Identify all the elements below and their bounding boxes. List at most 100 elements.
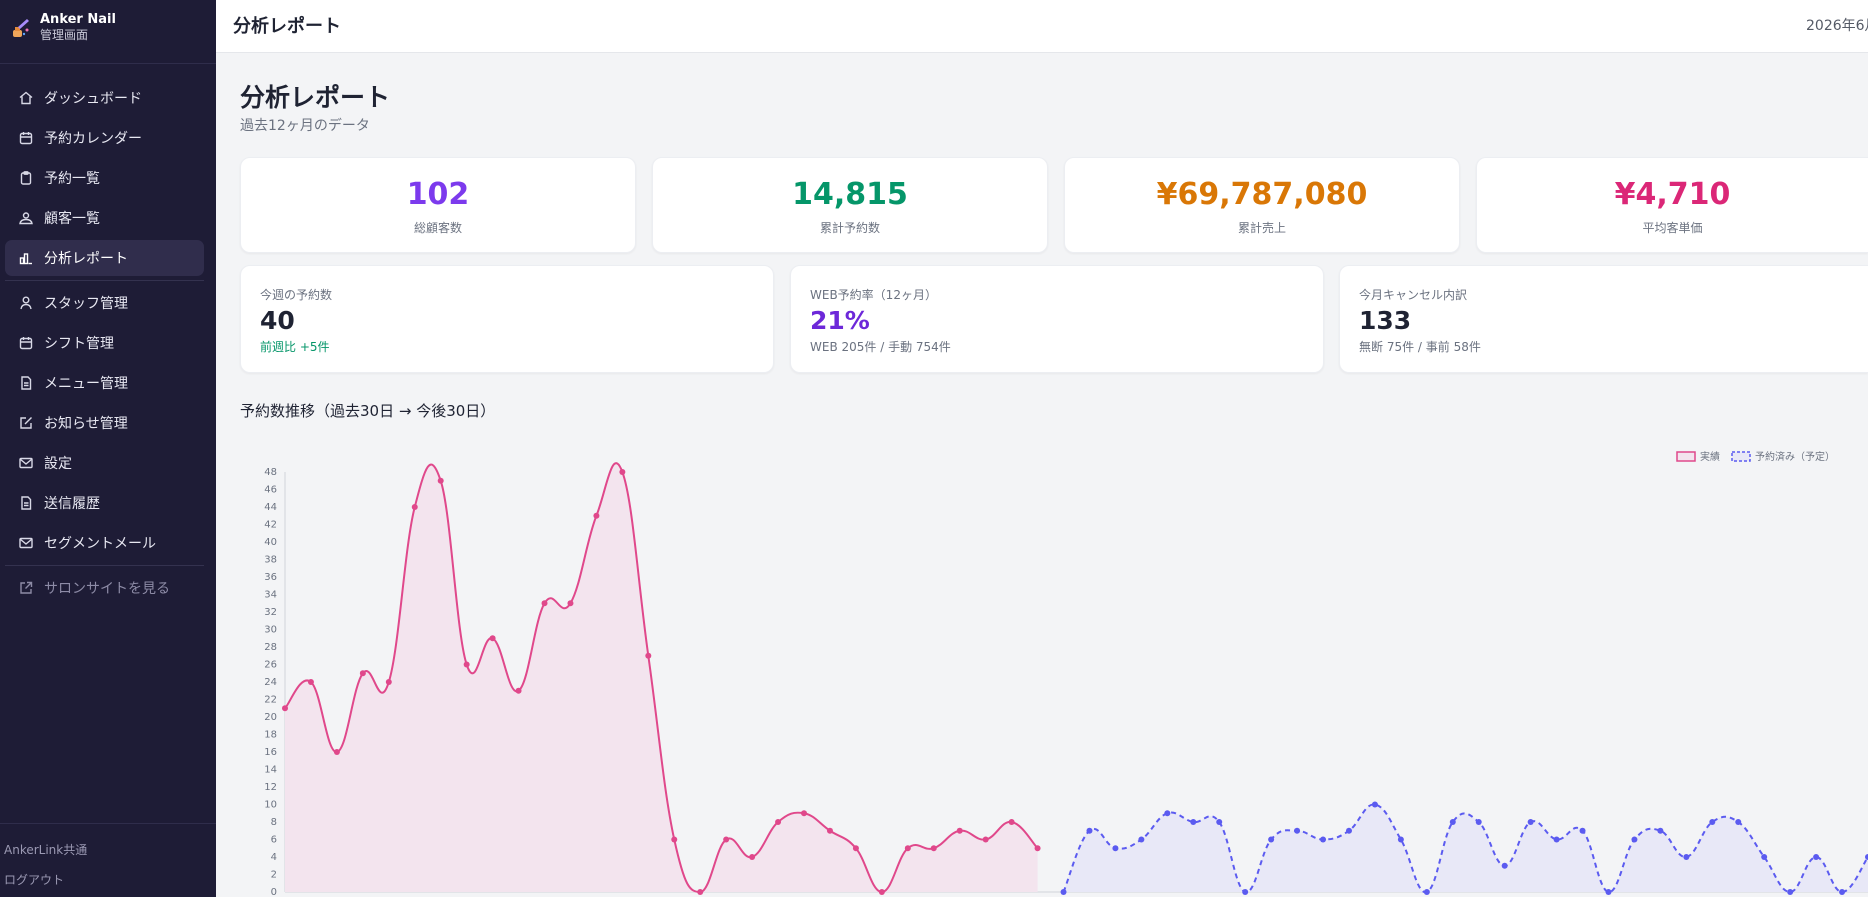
shared-link[interactable]: AnkerLink共通 — [4, 843, 88, 857]
sidebar-item-label: 顧客一覧 — [44, 211, 100, 227]
sidebar-item-send-history[interactable]: 送信履歴 — [5, 485, 204, 521]
data-point — [1839, 889, 1846, 895]
legend-swatch — [1676, 451, 1696, 462]
data-point — [333, 749, 340, 755]
sidebar-item-segment-mail[interactable]: セグメントメール — [5, 525, 204, 561]
data-point — [826, 827, 833, 834]
y-tick-label: 14 — [264, 765, 277, 776]
data-point — [1553, 836, 1560, 843]
sidebar-item-salon-site[interactable]: サロンサイトを見る — [5, 570, 204, 606]
y-tick-label: 20 — [264, 712, 277, 723]
y-tick-label: 48 — [264, 467, 277, 478]
y-tick-label: 40 — [264, 537, 277, 548]
data-point — [1475, 819, 1482, 825]
sidebar-item-settings[interactable]: 設定 — [5, 445, 204, 481]
stat-label: 平均客単価 — [1642, 221, 1703, 235]
data-point — [1086, 827, 1093, 834]
data-point — [1034, 845, 1041, 852]
divider — [0, 63, 216, 64]
y-tick-label: 46 — [264, 485, 277, 496]
data-point — [437, 477, 444, 484]
data-point — [904, 845, 911, 852]
info-value: 133 — [1359, 306, 1412, 335]
data-point — [1865, 854, 1868, 860]
sidebar-item-news[interactable]: お知らせ管理 — [5, 405, 204, 441]
external-link-icon — [20, 581, 33, 594]
info-card-web-rate: WEB予約率（12ヶ月） 21% WEB 205件 / 手動 754件 — [790, 265, 1324, 373]
sidebar-item-calendar[interactable]: 予約カレンダー — [5, 120, 204, 156]
data-point — [1579, 827, 1586, 834]
stat-value: 102 — [406, 177, 470, 212]
logout-link[interactable]: ログアウト — [4, 873, 65, 887]
document-icon — [21, 376, 32, 390]
legend-label: 実績 — [1700, 450, 1720, 463]
data-point — [307, 679, 314, 685]
data-point — [878, 889, 885, 895]
users-icon — [19, 212, 33, 225]
data-point — [956, 827, 963, 834]
y-tick-label: 8 — [271, 817, 277, 828]
topbar-date: 2026年6月 — [1806, 18, 1868, 34]
sidebar-item-staff[interactable]: スタッフ管理 — [5, 285, 204, 321]
data-point — [1527, 819, 1534, 825]
info-note: 前週比 +5件 — [260, 340, 330, 354]
stat-value: ¥4,710 — [1614, 177, 1731, 212]
mail-icon — [19, 457, 33, 469]
data-point — [463, 661, 470, 668]
sidebar-item-shifts[interactable]: シフト管理 — [5, 325, 204, 361]
y-tick-label: 38 — [264, 555, 277, 566]
clipboard-icon — [20, 171, 32, 185]
sidebar-item-reservations[interactable]: 予約一覧 — [5, 160, 204, 196]
sidebar-item-dashboard[interactable]: ダッシュボード — [5, 80, 204, 116]
y-tick-label: 44 — [264, 502, 277, 513]
data-point — [1397, 836, 1404, 843]
chart-title: 予約数推移（過去30日 → 今後30日） — [240, 402, 496, 420]
sidebar-item-analytics[interactable]: 分析レポート — [5, 240, 204, 276]
data-point — [411, 504, 418, 510]
data-point — [852, 845, 859, 852]
sidebar-item-customers[interactable]: 顧客一覧 — [5, 200, 204, 236]
divider — [5, 280, 204, 281]
y-tick-label: 0 — [271, 887, 277, 897]
data-point — [749, 854, 756, 860]
data-point — [982, 836, 989, 843]
stat-card-avg-price: ¥4,710 平均客単価 — [1476, 157, 1868, 253]
y-tick-label: 30 — [264, 625, 277, 636]
y-tick-label: 16 — [264, 747, 277, 758]
data-point — [1112, 845, 1119, 852]
brand[interactable]: Anker Nail 管理画面 — [10, 12, 116, 43]
calendar-icon — [19, 337, 33, 350]
data-point — [1242, 889, 1249, 895]
data-point — [1449, 819, 1456, 825]
data-point — [1345, 827, 1352, 834]
data-point — [1761, 854, 1768, 860]
topbar: 分析レポート 2026年6月 — [216, 0, 1868, 53]
sidebar-nav: ダッシュボード 予約カレンダー 予約一覧 顧客一覧 分析レポート スタッフ管理 … — [5, 80, 204, 610]
info-label: 今月キャンセル内訳 — [1359, 288, 1468, 302]
data-point — [1164, 810, 1171, 817]
edit-icon — [20, 417, 32, 429]
data-point — [1423, 889, 1430, 895]
stat-card-sales: ¥69,787,080 累計売上 — [1064, 157, 1460, 253]
data-point — [515, 687, 522, 694]
data-point — [723, 836, 730, 843]
y-tick-label: 34 — [264, 590, 277, 601]
data-point — [593, 512, 600, 519]
brand-name: Anker Nail — [40, 12, 116, 27]
data-point — [282, 705, 288, 712]
series-line-1 — [1062, 803, 1868, 894]
divider — [0, 823, 216, 824]
info-value: 21% — [810, 306, 870, 335]
data-point — [1813, 854, 1820, 860]
user-icon — [20, 296, 32, 310]
page-subtitle: 過去12ヶ月のデータ — [240, 118, 370, 134]
info-note: 無断 75件 / 事前 58件 — [1359, 340, 1481, 354]
stat-value: 14,815 — [792, 177, 908, 212]
data-point — [1657, 827, 1664, 834]
topbar-title: 分析レポート — [233, 16, 341, 37]
data-point — [1709, 819, 1716, 825]
sidebar-item-menu[interactable]: メニュー管理 — [5, 365, 204, 401]
data-point — [1787, 889, 1794, 895]
series-area-0 — [285, 463, 1038, 892]
data-point — [697, 889, 704, 895]
